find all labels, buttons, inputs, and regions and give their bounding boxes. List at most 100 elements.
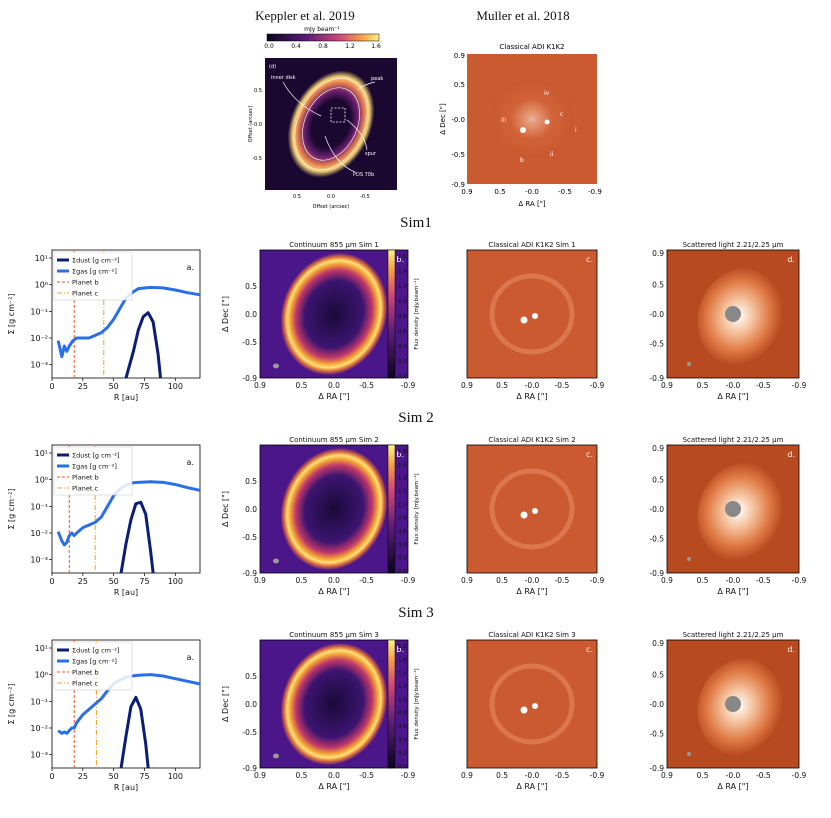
cbar-tick-1: 1.6 (398, 657, 407, 663)
scat-xtick-1: 0.5 (697, 576, 709, 585)
sigma-ylabel: Σ [g cm⁻²] (7, 488, 16, 529)
cbar-tick-2: 1.4 (398, 671, 407, 677)
cbar-tick-0: 1.8 (398, 449, 407, 455)
keppler-ytick-0: 0.5 (254, 88, 262, 94)
scat-xtick-2: -0.0 (726, 381, 741, 390)
muller-xlabel: Δ RA ["] (518, 200, 546, 208)
beam-ellipse (273, 558, 279, 564)
legend-label-1: Σgas [g cm⁻²] (72, 658, 117, 666)
muller-xtick-4: -0.9 (588, 188, 602, 196)
scattered-disk (697, 658, 788, 757)
r-xtick-label-1: 25 (78, 577, 88, 586)
scattered-frame (666, 444, 800, 574)
cbar-tick-5: 0.8 (398, 516, 407, 522)
keppler-cbar-tick-3: 1.2 (345, 43, 355, 50)
cbar-tick-7: 0.4 (398, 737, 407, 743)
sigma-legend: Σdust [g cm⁻²] Σgas [g cm⁻²] Planet b Plane… (53, 446, 133, 496)
keppler-ytick-1: 0.0 (254, 122, 262, 128)
adi-ring (489, 663, 575, 745)
beam-ellipse (273, 753, 279, 759)
sigma-ytick-label-4: 10⁻³ (30, 361, 48, 370)
adi-xlabel: Δ RA ["] (516, 392, 547, 401)
sigma-ytick-label-0: 10¹ (35, 254, 48, 263)
scat-ytick-1: 0.5 (652, 476, 664, 485)
keppler-annot-spur: spur (365, 151, 377, 157)
adi-ring (489, 273, 575, 355)
scat-ytick-1: 0.5 (652, 281, 664, 290)
cbar-tick-6: 0.6 (398, 724, 407, 730)
cbar-tick-8: 0.0 (398, 374, 407, 380)
muller-panel: Classical ADI K1K2 iii iv c i ii b 0.9 0… (439, 43, 602, 208)
cbar-tick-1: 1.4 (398, 269, 407, 275)
keppler-arrow-spur (346, 119, 368, 151)
keppler-xtick-0: 0.5 (293, 194, 301, 200)
r-xtick-label-2: 50 (109, 577, 119, 586)
adi-xtick-1: 0.5 (496, 771, 508, 780)
sigma-ytick-label-3: 10⁻² (30, 724, 48, 733)
muller-source-b (520, 127, 526, 133)
muller-annot-ii: ii (550, 151, 554, 158)
adi-source-c (532, 313, 538, 319)
cbar-tick-0: 1.8 (398, 644, 407, 650)
panel-letter-d: d. (787, 645, 795, 654)
sim3-adi-panel: Classical ADI K1K2 Sim 3 c. 0.9 0.5 -0.0 -0.5… (461, 631, 605, 791)
cont-ytick-2: -0.5 (242, 533, 257, 542)
series-sigma-gas-line (56, 285, 201, 359)
r-xlabel: R [au] (114, 783, 138, 792)
sigma-legend: Σdust [g cm⁻²] Σgas [g cm⁻²] Planet b Plane… (53, 251, 133, 301)
legend-label-1: Σgas [g cm⁻²] (72, 268, 117, 276)
sim2-sigma-chart: Σdust [g cm⁻²] Σgas [g cm⁻²] Planet b Plane… (7, 444, 201, 597)
muller-ylabel: Δ Dec ["] (439, 103, 447, 135)
coronagraph-mask (725, 696, 741, 712)
cont-ytick-3: -0.9 (242, 374, 257, 383)
cbar-tick-9: 0.0 (398, 764, 407, 770)
sigma-ytick-label-2: 10⁻¹ (30, 502, 48, 511)
sim2-scattered-panel: Scattered light 2.21/2.25 μmd. 0.9 0.5 -0.0… (649, 436, 806, 596)
r-xtick-label-2: 50 (109, 772, 119, 781)
adi-source-b (520, 511, 528, 519)
adi-title: Classical ADI K1K2 Sim 2 (488, 436, 575, 444)
cbar-tick-3: 1.2 (398, 489, 407, 495)
scat-ytick-2: -0.0 (649, 310, 664, 319)
scat-ytick-3: -0.5 (649, 729, 664, 738)
scat-ytick-0: 0.9 (652, 444, 664, 453)
panel-letter-c: c. (586, 645, 593, 654)
sim3-scattered-panel: Scattered light 2.21/2.25 μmd. 0.9 0.5 -0.0… (649, 631, 806, 791)
cont-xlabel: Δ RA ["] (318, 392, 349, 401)
r-xtick-label-3: 75 (139, 577, 149, 586)
cont-xtick-4: -0.9 (401, 576, 416, 585)
scat-ytick-0: 0.9 (652, 639, 664, 648)
adi-image (467, 640, 597, 768)
cont-xtick-3: -0.5 (359, 771, 374, 780)
sigma-ytick-label-4: 10⁻³ (30, 556, 48, 565)
cont-xtick-1: 0.5 (295, 576, 307, 585)
cont-ytick-1: 0.0 (245, 310, 257, 319)
keppler-arrow-inner (282, 81, 322, 117)
cont-ytick-3: -0.9 (242, 569, 257, 578)
sim1-scattered-panel: Scattered light 2.21/2.25 μmd. 0.9 0.5 -0.0… (649, 241, 806, 401)
coronagraph-mask (725, 501, 741, 517)
sigma-ytick-label-4: 10⁻³ (30, 751, 48, 760)
r-xlabel: R [au] (114, 588, 138, 597)
scat-xlabel: Δ RA ["] (717, 587, 748, 596)
r-xtick-label-4: 100 (168, 382, 183, 391)
adi-frame (466, 444, 598, 574)
panel-letter-b: b. (396, 645, 404, 654)
flux-colorbar (387, 639, 396, 769)
adi-xtick-0: 0.9 (461, 381, 473, 390)
scat-ytick-2: -0.0 (649, 505, 664, 514)
sigma-ytick-label-1: 10⁰ (35, 476, 48, 485)
cbar-tick-3: 1.0 (398, 299, 407, 305)
continuum-title: Continuum 855 μm Sim 2 (289, 436, 379, 444)
cont-xtick-0: 0.9 (254, 576, 266, 585)
sigma-ytick-label-2: 10⁻¹ (30, 307, 48, 316)
scat-xtick-3: -0.5 (756, 576, 771, 585)
adi-xlabel: Δ RA ["] (516, 587, 547, 596)
sigma-ylabel: Σ [g cm⁻²] (7, 293, 16, 334)
scat-ytick-0: 0.9 (652, 249, 664, 258)
scat-xtick-0: 0.9 (661, 381, 673, 390)
continuum-title: Continuum 855 μm Sim 1 (289, 241, 379, 249)
beam-ellipse (273, 363, 279, 369)
adi-xtick-2: -0.0 (525, 381, 540, 390)
cbar-tick-0: 1.6 (398, 254, 407, 260)
